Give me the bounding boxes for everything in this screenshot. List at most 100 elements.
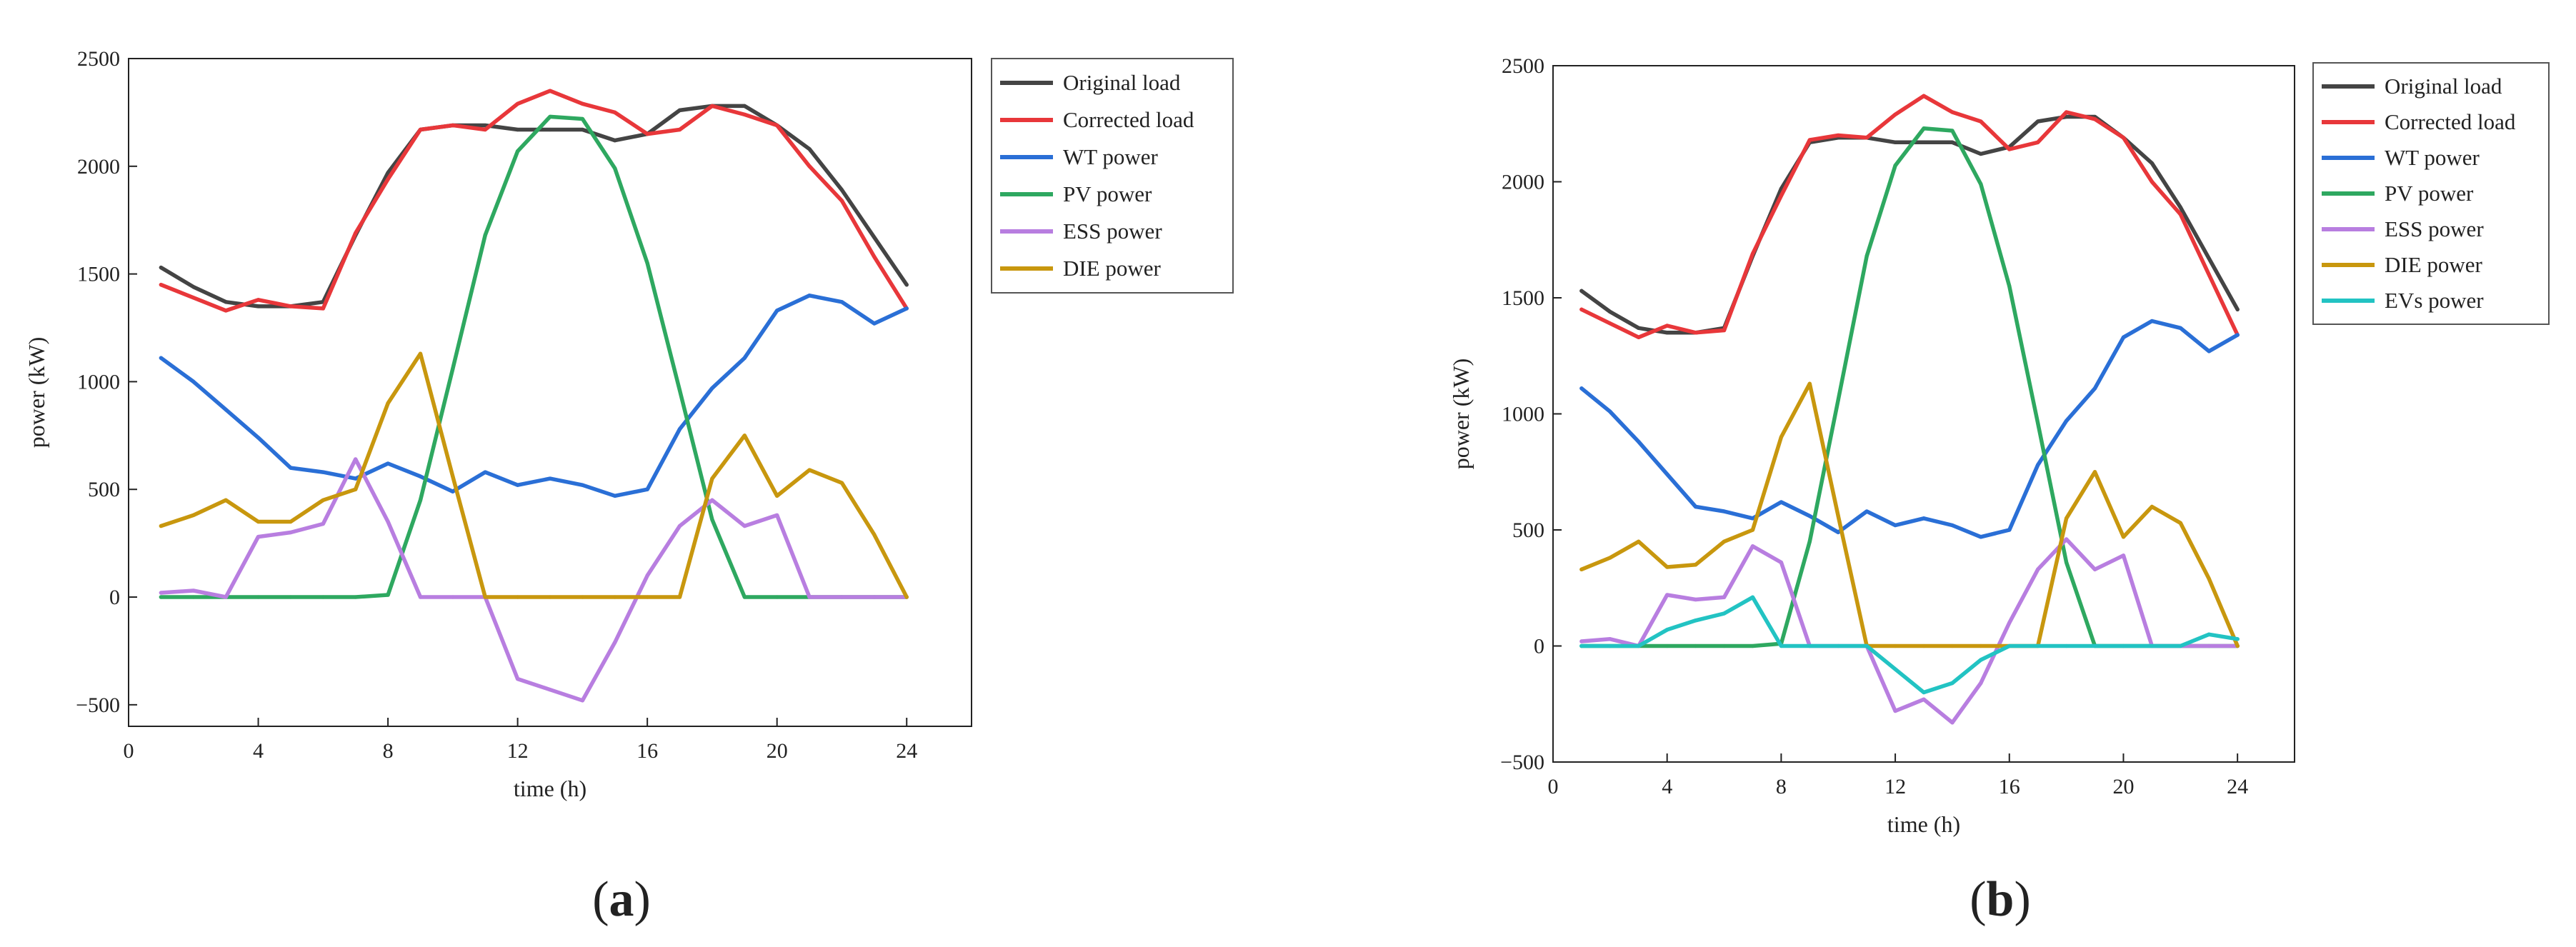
data-point-ess-power bbox=[807, 595, 812, 599]
y-tick-label: 1500 bbox=[1502, 286, 1544, 310]
legend-entry: Corrected load bbox=[2385, 109, 2516, 134]
data-point-corrected-load bbox=[2178, 212, 2182, 216]
series-line-pv-power bbox=[159, 114, 909, 599]
data-point-evs-power bbox=[1579, 643, 1584, 648]
data-point-die-power bbox=[1836, 513, 1840, 518]
data-point-die-power bbox=[645, 595, 649, 599]
data-point-corrected-load bbox=[451, 123, 455, 128]
data-point-corrected-load bbox=[386, 177, 390, 181]
data-point-evs-power bbox=[1608, 643, 1612, 648]
data-point-corrected-load bbox=[2065, 110, 2069, 114]
data-point-ess-power bbox=[1950, 721, 1955, 725]
x-tick-label: 12 bbox=[507, 739, 529, 763]
data-point-die-power bbox=[2178, 521, 2182, 525]
data-point-original-load bbox=[386, 171, 390, 175]
data-point-pv-power bbox=[1922, 126, 1926, 131]
data-point-corrected-load bbox=[839, 199, 844, 203]
data-point-corrected-load bbox=[224, 309, 228, 313]
x-tick-label: 16 bbox=[1999, 775, 2020, 798]
data-point-die-power bbox=[2207, 576, 2211, 581]
data-point-ess-power bbox=[645, 573, 649, 578]
y-tick-label: 0 bbox=[109, 586, 120, 609]
data-point-evs-power bbox=[2007, 643, 2012, 648]
data-point-pv-power bbox=[1722, 643, 1727, 648]
series-line-corrected-load bbox=[159, 89, 909, 313]
plot-frame bbox=[1552, 65, 2295, 763]
data-point-pv-power bbox=[1694, 643, 1698, 648]
data-point-ess-power bbox=[839, 595, 844, 599]
data-point-evs-power bbox=[2178, 643, 2182, 648]
data-point-corrected-load bbox=[548, 89, 552, 93]
data-point-original-load bbox=[1665, 331, 1669, 335]
series-line-wt-power bbox=[159, 294, 909, 498]
data-point-pv-power bbox=[1665, 643, 1669, 648]
data-point-die-power bbox=[418, 351, 423, 356]
data-point-wt-power bbox=[904, 306, 909, 311]
data-point-die-power bbox=[2065, 516, 2069, 521]
data-point-wt-power bbox=[191, 379, 196, 384]
data-point-ess-power bbox=[775, 513, 779, 518]
data-point-corrected-load bbox=[483, 127, 487, 132]
x-tick-label: 4 bbox=[253, 739, 264, 763]
data-point-corrected-load bbox=[354, 231, 358, 235]
data-point-die-power bbox=[256, 519, 261, 524]
data-point-wt-power bbox=[548, 476, 552, 481]
data-point-corrected-load bbox=[613, 110, 617, 115]
data-point-corrected-load bbox=[2036, 140, 2040, 144]
x-tick-label: 20 bbox=[2112, 775, 2134, 798]
data-point-ess-power bbox=[224, 595, 228, 599]
y-axis-label: power (kW) bbox=[24, 337, 49, 448]
data-point-original-load bbox=[742, 104, 747, 108]
y-tick-label: 2000 bbox=[77, 155, 120, 179]
data-point-original-load bbox=[1637, 326, 1641, 330]
data-point-evs-power bbox=[1722, 611, 1727, 616]
data-point-wt-power bbox=[1608, 409, 1612, 414]
data-point-wt-power bbox=[677, 427, 682, 431]
data-point-original-load bbox=[1950, 140, 1955, 144]
y-tick-label: 500 bbox=[88, 478, 120, 501]
legend-entry: Original load bbox=[1063, 70, 1181, 95]
data-point-original-load bbox=[256, 304, 261, 309]
data-point-die-power bbox=[775, 493, 779, 498]
series-line-ess-power bbox=[159, 457, 909, 703]
data-point-original-load bbox=[191, 285, 196, 289]
data-point-evs-power bbox=[2065, 643, 2069, 648]
data-point-corrected-load bbox=[2121, 136, 2126, 140]
data-point-die-power bbox=[386, 401, 390, 406]
legend-entry: ESS power bbox=[1063, 219, 1162, 244]
data-point-evs-power bbox=[1665, 628, 1669, 632]
data-point-die-power bbox=[742, 434, 747, 438]
data-point-pv-power bbox=[710, 517, 714, 522]
data-point-corrected-load bbox=[1665, 324, 1669, 328]
data-point-wt-power bbox=[321, 470, 325, 474]
data-point-evs-power bbox=[2121, 643, 2126, 648]
y-tick-label: 2000 bbox=[1502, 171, 1544, 194]
x-tick-label: 12 bbox=[1884, 775, 1906, 798]
data-point-original-load bbox=[580, 127, 584, 132]
data-point-pv-power bbox=[742, 595, 747, 599]
data-point-ess-power bbox=[451, 595, 455, 599]
plot-frame bbox=[128, 58, 972, 727]
data-point-pv-power bbox=[645, 261, 649, 266]
data-point-pv-power bbox=[1864, 254, 1869, 259]
data-point-die-power bbox=[1722, 539, 1727, 543]
data-point-wt-power bbox=[386, 461, 390, 466]
data-point-wt-power bbox=[483, 470, 487, 474]
data-point-die-power bbox=[1807, 381, 1812, 386]
data-point-wt-power bbox=[2178, 326, 2182, 330]
data-point-corrected-load bbox=[645, 131, 649, 136]
data-point-corrected-load bbox=[677, 127, 682, 132]
data-point-die-power bbox=[710, 476, 714, 481]
data-point-original-load bbox=[904, 283, 909, 287]
y-tick-label: 2500 bbox=[77, 47, 120, 71]
data-point-corrected-load bbox=[1637, 335, 1641, 339]
data-point-evs-power bbox=[1836, 643, 1840, 648]
data-point-wt-power bbox=[224, 408, 228, 412]
y-tick-label: 2500 bbox=[1502, 54, 1544, 78]
data-point-corrected-load bbox=[1979, 119, 1983, 124]
data-point-die-power bbox=[483, 595, 487, 599]
data-point-evs-power bbox=[1979, 658, 1983, 662]
data-point-corrected-load bbox=[256, 298, 261, 302]
data-point-pv-power bbox=[2036, 421, 2040, 426]
